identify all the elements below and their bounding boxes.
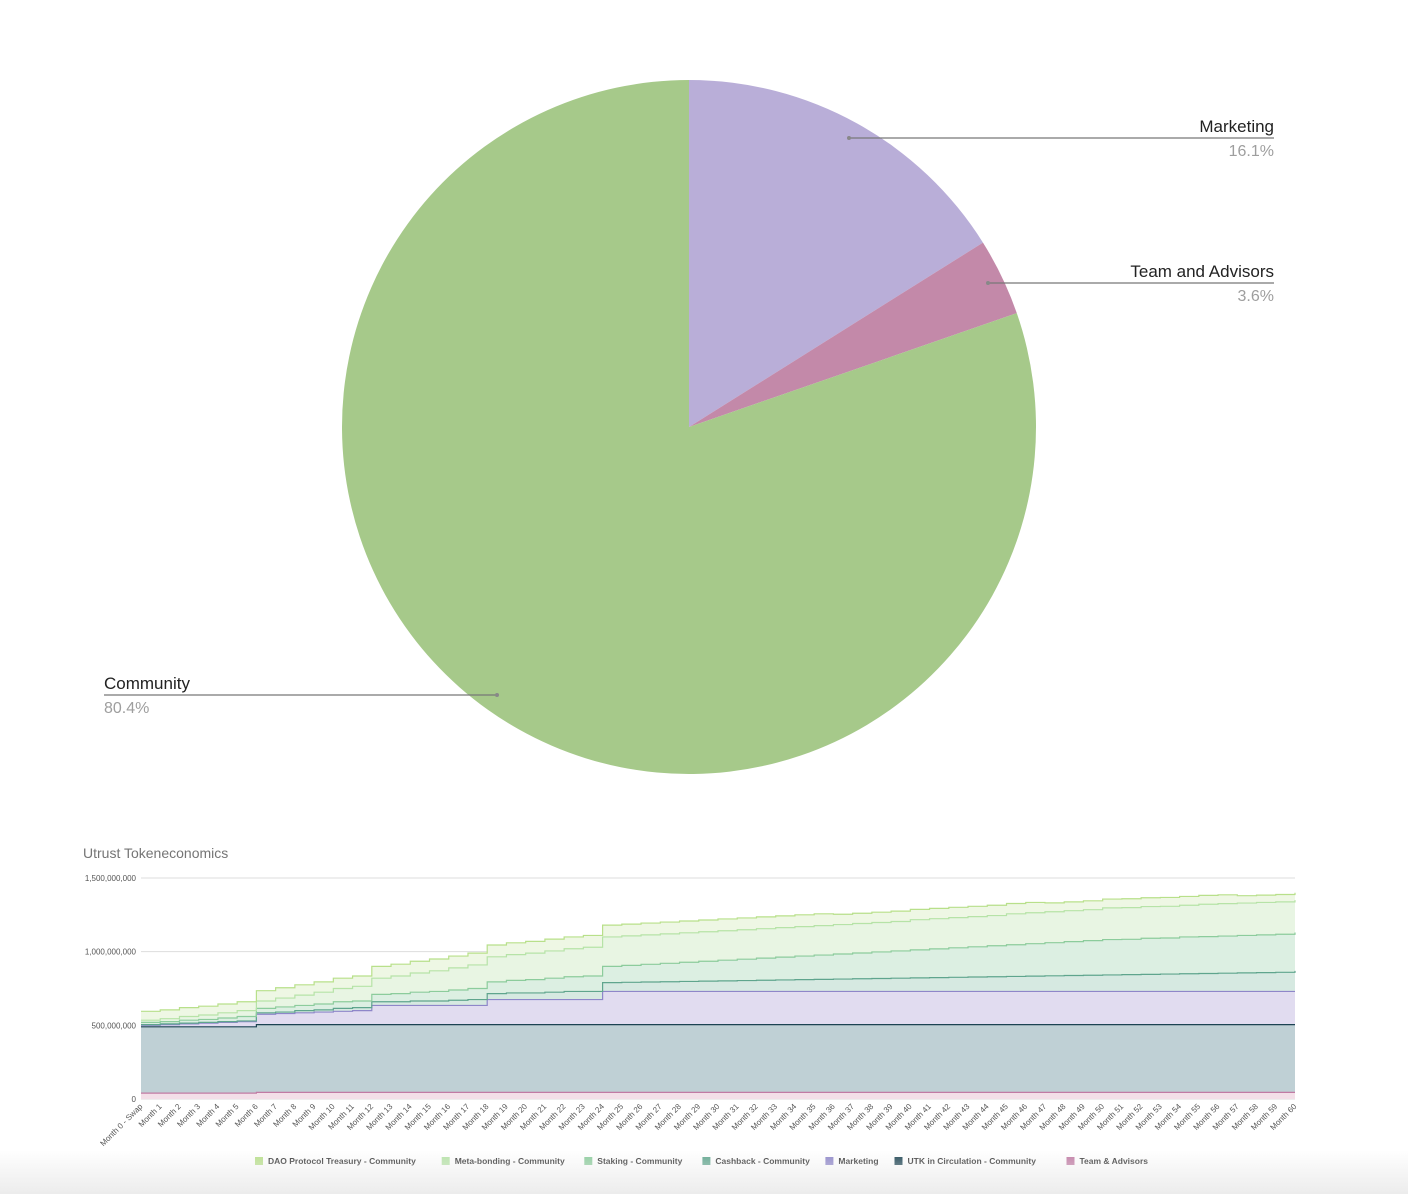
pie-label-name: Marketing <box>1199 117 1274 136</box>
line-cashback-community <box>141 970 1296 1026</box>
legend-label: Cashback - Community <box>715 1156 810 1166</box>
pie-chart: Marketing 16.1% Team and Advisors 3.6% Commu… <box>104 80 1274 774</box>
area-staking-community <box>141 932 1295 1025</box>
line-dao-protocol-treasury-community <box>141 892 1296 1012</box>
legend-label: Marketing <box>838 1156 878 1166</box>
y-tick-label: 0 <box>132 1095 137 1104</box>
pie-slice-team-and-advisors <box>689 242 1017 427</box>
legend-label: Meta-bonding - Community <box>455 1156 565 1166</box>
legend-label: Staking - Community <box>597 1156 682 1166</box>
legend-label: DAO Protocol Treasury - Community <box>268 1156 416 1166</box>
chart-title: Utrust Tokeneconomics <box>83 845 228 861</box>
pie-label-percent: 80.4% <box>104 700 149 717</box>
legend-swatch <box>584 1157 593 1165</box>
legend-swatch <box>894 1157 903 1165</box>
pie-label-name: Community <box>104 674 190 693</box>
line-team-advisors <box>141 1091 1295 1094</box>
legend-item-dao-protocol-treasury-community: DAO Protocol Treasury - Community <box>255 1156 416 1166</box>
legend-item-utk-in-circulation-community: UTK in Circulation - Community <box>894 1156 1037 1166</box>
legend-item-marketing: Marketing <box>825 1156 879 1166</box>
pie-slice-marketing <box>689 80 983 427</box>
area-utk-in-circulation-community <box>141 1024 1295 1094</box>
legend-swatch <box>825 1157 834 1165</box>
line-utk-in-circulation-community <box>141 1023 1295 1028</box>
line-meta-bonding-community <box>141 900 1296 1021</box>
area-cashback-community <box>141 970 1295 1026</box>
legend-item-team-advisors: Team & Advisors <box>1066 1156 1149 1166</box>
pie-label-team-and-advisors: Team and Advisors 3.6% <box>986 262 1274 305</box>
legend-label: UTK in Circulation - Community <box>908 1156 1037 1166</box>
y-tick-label: 1,000,000,000 <box>85 948 137 957</box>
pie-label-community: Community 80.4% <box>104 674 499 717</box>
legend-swatch <box>255 1157 263 1165</box>
legend-item-staking-community: Staking - Community <box>584 1156 683 1166</box>
legend-swatch <box>441 1157 450 1165</box>
pie-label-marketing: Marketing 16.1% <box>847 117 1274 160</box>
area-marketing <box>141 991 1295 1027</box>
legend-label: Team & Advisors <box>1080 1156 1149 1166</box>
line-marketing <box>141 990 1295 1026</box>
y-tick-label: 1,500,000,000 <box>85 874 137 883</box>
legend-item-cashback-community: Cashback - Community <box>702 1156 810 1166</box>
pie-label-name: Team and Advisors <box>1130 262 1274 281</box>
pie-label-percent: 3.6% <box>1238 288 1274 305</box>
pie-slice-community <box>342 80 1036 774</box>
area-chart: Utrust Tokeneconomics 0 500,000,000 1,000,… <box>83 845 1299 1166</box>
legend-swatch <box>1066 1157 1075 1165</box>
pie-label-percent: 16.1% <box>1229 143 1274 160</box>
legend-swatch <box>702 1157 711 1165</box>
legend-item-meta-bonding-community: Meta-bonding - Community <box>441 1156 565 1166</box>
area-team-advisors <box>141 1092 1295 1099</box>
y-tick-label: 500,000,000 <box>92 1021 137 1030</box>
line-staking-community <box>141 932 1296 1023</box>
